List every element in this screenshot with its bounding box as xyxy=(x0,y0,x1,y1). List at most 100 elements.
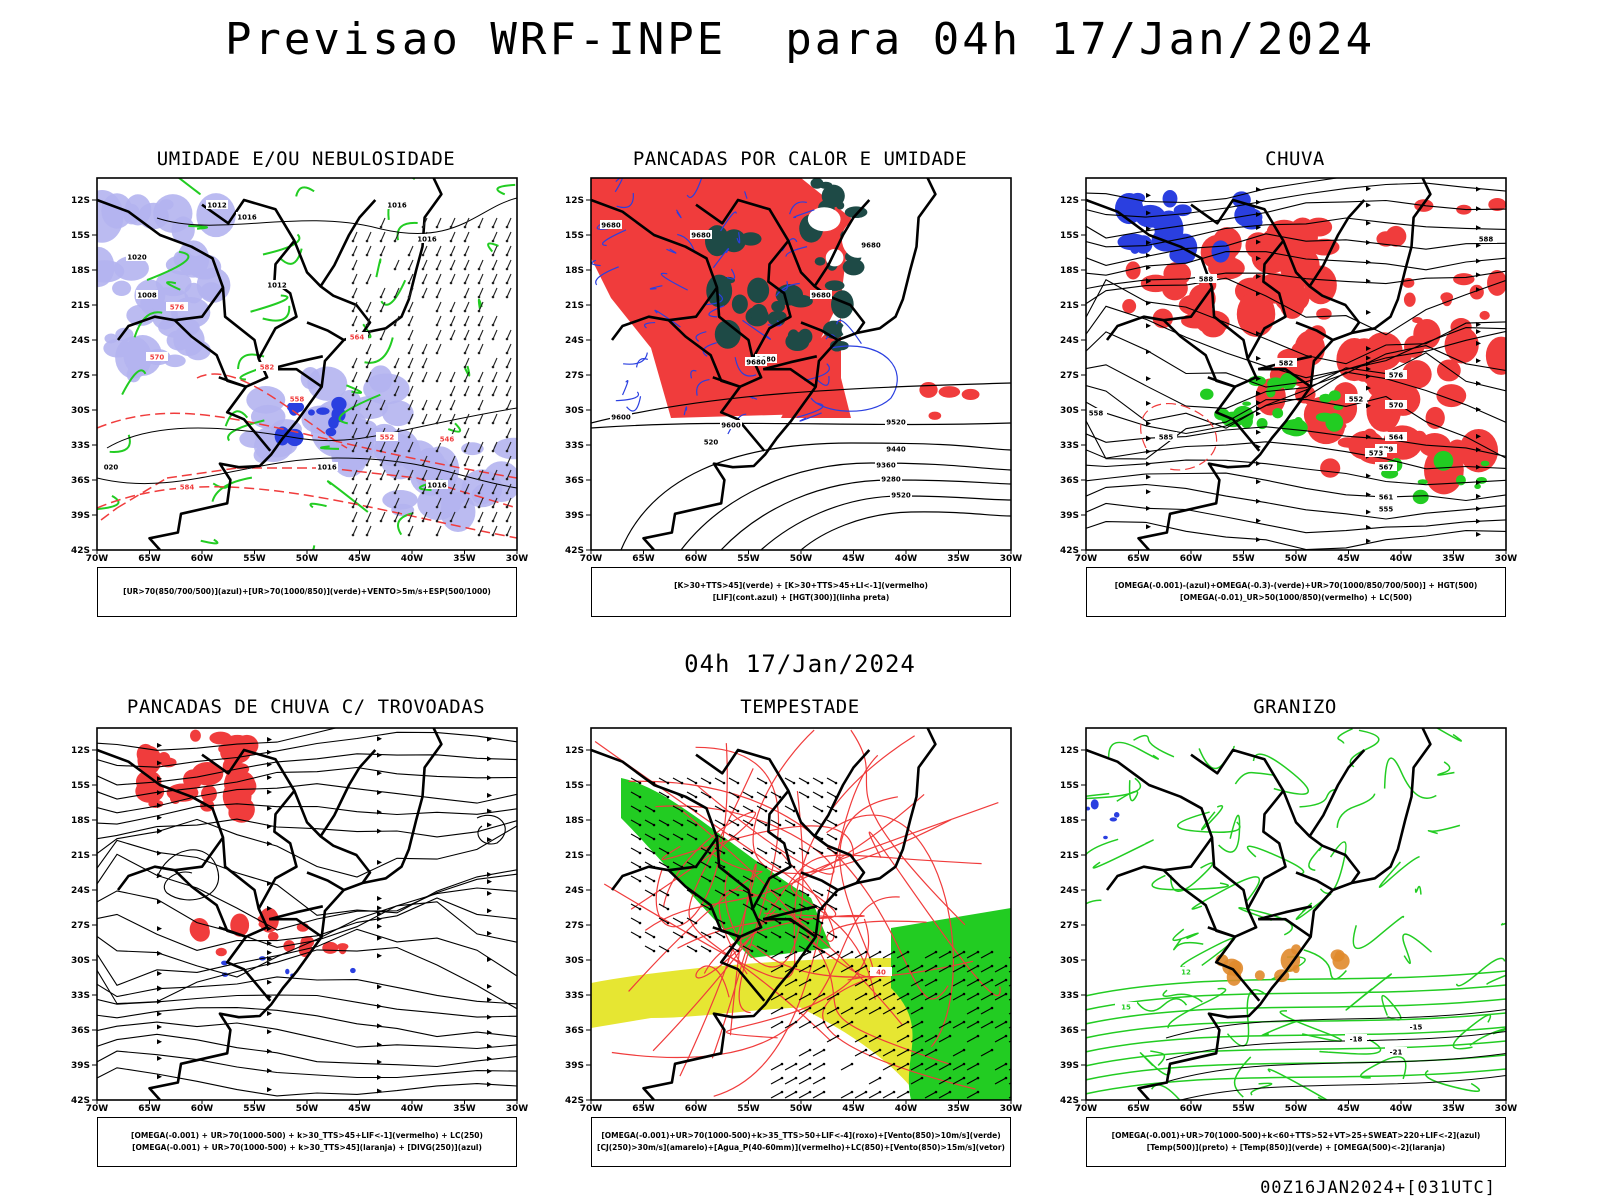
label-bg xyxy=(1086,408,1107,417)
panel-5-title: TEMPESTADE xyxy=(740,696,860,718)
vector-head xyxy=(435,351,439,355)
humidity-contour xyxy=(262,305,291,322)
vector-head xyxy=(878,1076,882,1080)
flow-arrow xyxy=(267,775,272,781)
shaded-area xyxy=(819,181,833,189)
border-line xyxy=(269,917,323,938)
panel-3-title: CHUVA xyxy=(1265,148,1325,170)
wind-vector xyxy=(770,917,781,924)
vector-head xyxy=(722,879,726,883)
flow-arrow xyxy=(1256,460,1261,466)
wind-vector xyxy=(784,889,795,896)
vector-head xyxy=(794,992,798,996)
wind-vector xyxy=(464,385,470,396)
wind-vector xyxy=(798,979,811,987)
vector-head xyxy=(764,823,768,827)
contour-label: 1016 xyxy=(237,214,257,222)
lat-label: 27S xyxy=(1060,371,1079,381)
lon-label: 70W xyxy=(1075,554,1098,564)
map-granizo: -15-18-21121512S15S18S21S24S27S30S33S36S… xyxy=(1060,727,1517,1114)
wind-vector xyxy=(366,245,372,256)
border-line xyxy=(268,905,324,921)
shaded-area xyxy=(829,340,844,352)
vector-head xyxy=(820,935,824,939)
wind-vector xyxy=(506,455,512,466)
humidity-contour xyxy=(227,419,265,442)
vector-head xyxy=(463,225,467,229)
wind-vector xyxy=(658,819,669,826)
label-bg xyxy=(690,230,712,239)
wind-vector xyxy=(700,791,711,798)
vector-head xyxy=(652,879,656,883)
vector-head xyxy=(934,1048,938,1052)
vector-head xyxy=(449,379,453,383)
border-line xyxy=(695,748,866,884)
wind-vector xyxy=(450,469,456,480)
shaded-area xyxy=(461,442,484,456)
wind-vector xyxy=(630,917,641,924)
vector-head xyxy=(463,365,467,369)
wind-vector xyxy=(366,525,372,536)
wind-vector xyxy=(366,441,372,452)
wind-vector xyxy=(672,819,683,826)
temp850-contour xyxy=(1437,761,1455,776)
lif-contour xyxy=(789,201,807,215)
wind-vector xyxy=(938,1021,951,1029)
wind-vector xyxy=(714,889,725,896)
lat-label: 30S xyxy=(565,406,584,416)
wind-vector xyxy=(644,875,655,882)
vector-head xyxy=(1004,1034,1008,1038)
wind-vector xyxy=(422,259,428,270)
vector-head xyxy=(407,365,411,369)
vector-head xyxy=(652,865,656,869)
flow-arrow xyxy=(267,950,272,956)
vector-head xyxy=(463,379,467,383)
temp850-contour xyxy=(1086,1026,1506,1053)
panel-1-title: UMIDADE E/OU NEBULOSIDADE xyxy=(156,148,456,170)
humidity-contour xyxy=(224,410,249,427)
vector-head xyxy=(948,1062,952,1066)
vector-head xyxy=(976,1020,980,1024)
map-content: 9680968096809680968096009520944093609280… xyxy=(591,178,1011,550)
vector-head xyxy=(822,1076,826,1080)
legend-line: [OMEGA(-0.001)+UR>70(1000-500)+k>35_TTS>… xyxy=(601,1131,1001,1140)
flow-arrow xyxy=(487,808,492,814)
vector-head xyxy=(407,351,411,355)
lat-label: 36S xyxy=(565,1026,584,1036)
vector-head xyxy=(708,907,712,911)
wind-vector xyxy=(966,1077,979,1085)
wind-vector xyxy=(422,357,428,368)
wind-vector xyxy=(658,917,669,924)
vector-head xyxy=(435,449,439,453)
wind-vector xyxy=(492,273,498,284)
flow-arrow xyxy=(1146,436,1151,442)
flow-arrow xyxy=(487,879,492,885)
vector-head xyxy=(990,978,994,982)
label-bg xyxy=(1385,400,1407,409)
vector-head xyxy=(365,435,369,439)
vector-head xyxy=(1004,1062,1008,1066)
wind-vector xyxy=(686,945,697,952)
shaded-area xyxy=(1385,225,1407,247)
shaded-area xyxy=(841,220,874,258)
shaded-area xyxy=(1122,298,1137,314)
wind-vector xyxy=(506,329,512,340)
vector-head xyxy=(407,337,411,341)
border-line xyxy=(695,198,866,334)
vector-head xyxy=(477,491,481,495)
wind-vector xyxy=(980,979,993,987)
vector-head xyxy=(708,795,712,799)
wind-vector xyxy=(464,441,470,452)
humidity-contour xyxy=(97,494,120,511)
vector-head xyxy=(906,1090,910,1094)
vector-head xyxy=(379,225,383,229)
wind-vector xyxy=(478,469,484,480)
vector-head xyxy=(962,1020,966,1024)
temp850-contour xyxy=(1452,1014,1492,1050)
vector-head xyxy=(864,978,868,982)
border-line xyxy=(813,199,871,288)
lat-label: 12S xyxy=(1060,196,1079,206)
humidity-contour xyxy=(338,393,381,425)
flow-arrow xyxy=(1146,240,1151,246)
wind-vector xyxy=(910,1063,923,1071)
